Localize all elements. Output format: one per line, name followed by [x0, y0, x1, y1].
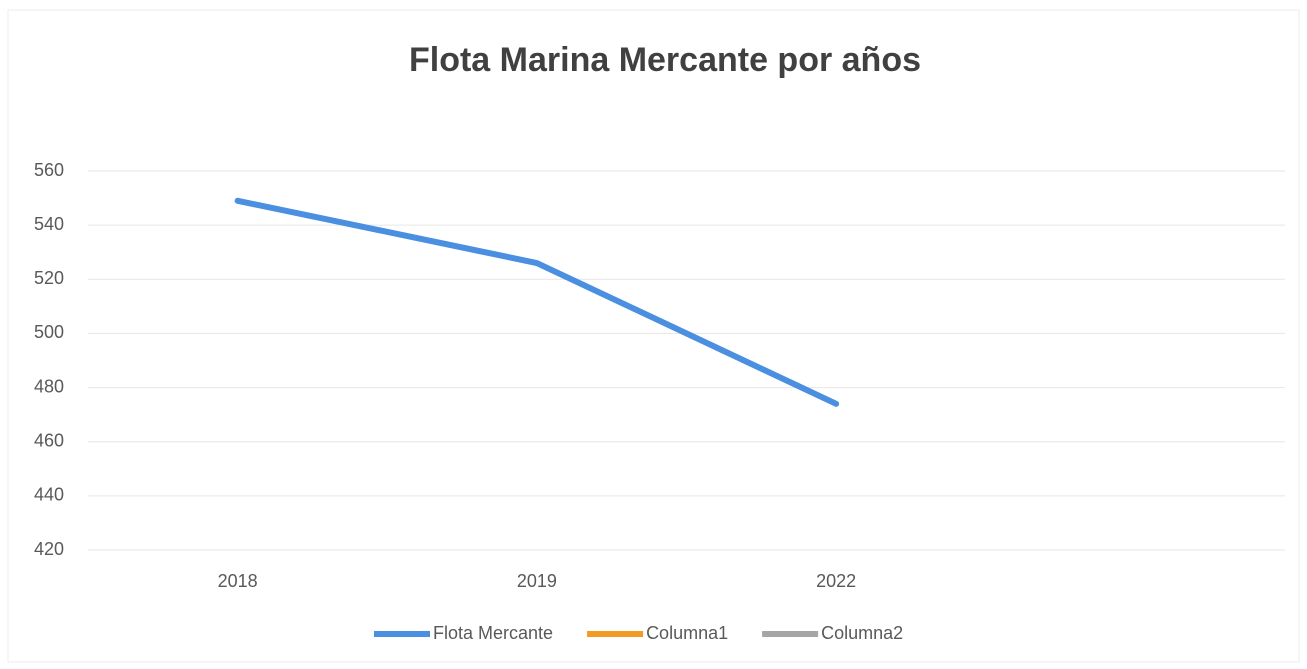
- x-tick-label: 2018: [218, 571, 258, 591]
- x-tick-label: 2019: [517, 571, 557, 591]
- y-tick-label: 420: [34, 539, 64, 559]
- series-line: [234, 197, 840, 407]
- legend-label: Columna2: [821, 623, 903, 643]
- legend-label: Flota Mercante: [433, 623, 553, 643]
- chart-title: Flota Marina Mercante por años: [409, 41, 921, 79]
- y-tick-label: 480: [34, 376, 64, 396]
- x-tick-label: 2022: [816, 571, 856, 591]
- y-tick-label: 560: [34, 160, 64, 180]
- y-tick-label: 520: [34, 268, 64, 288]
- y-tick-label: 460: [34, 430, 64, 450]
- y-tick-label: 500: [34, 322, 64, 342]
- y-tick-label: 540: [34, 214, 64, 234]
- legend-label: Columna1: [646, 623, 728, 643]
- y-tick-label: 440: [34, 485, 64, 505]
- chart-frame: [7, 9, 1300, 663]
